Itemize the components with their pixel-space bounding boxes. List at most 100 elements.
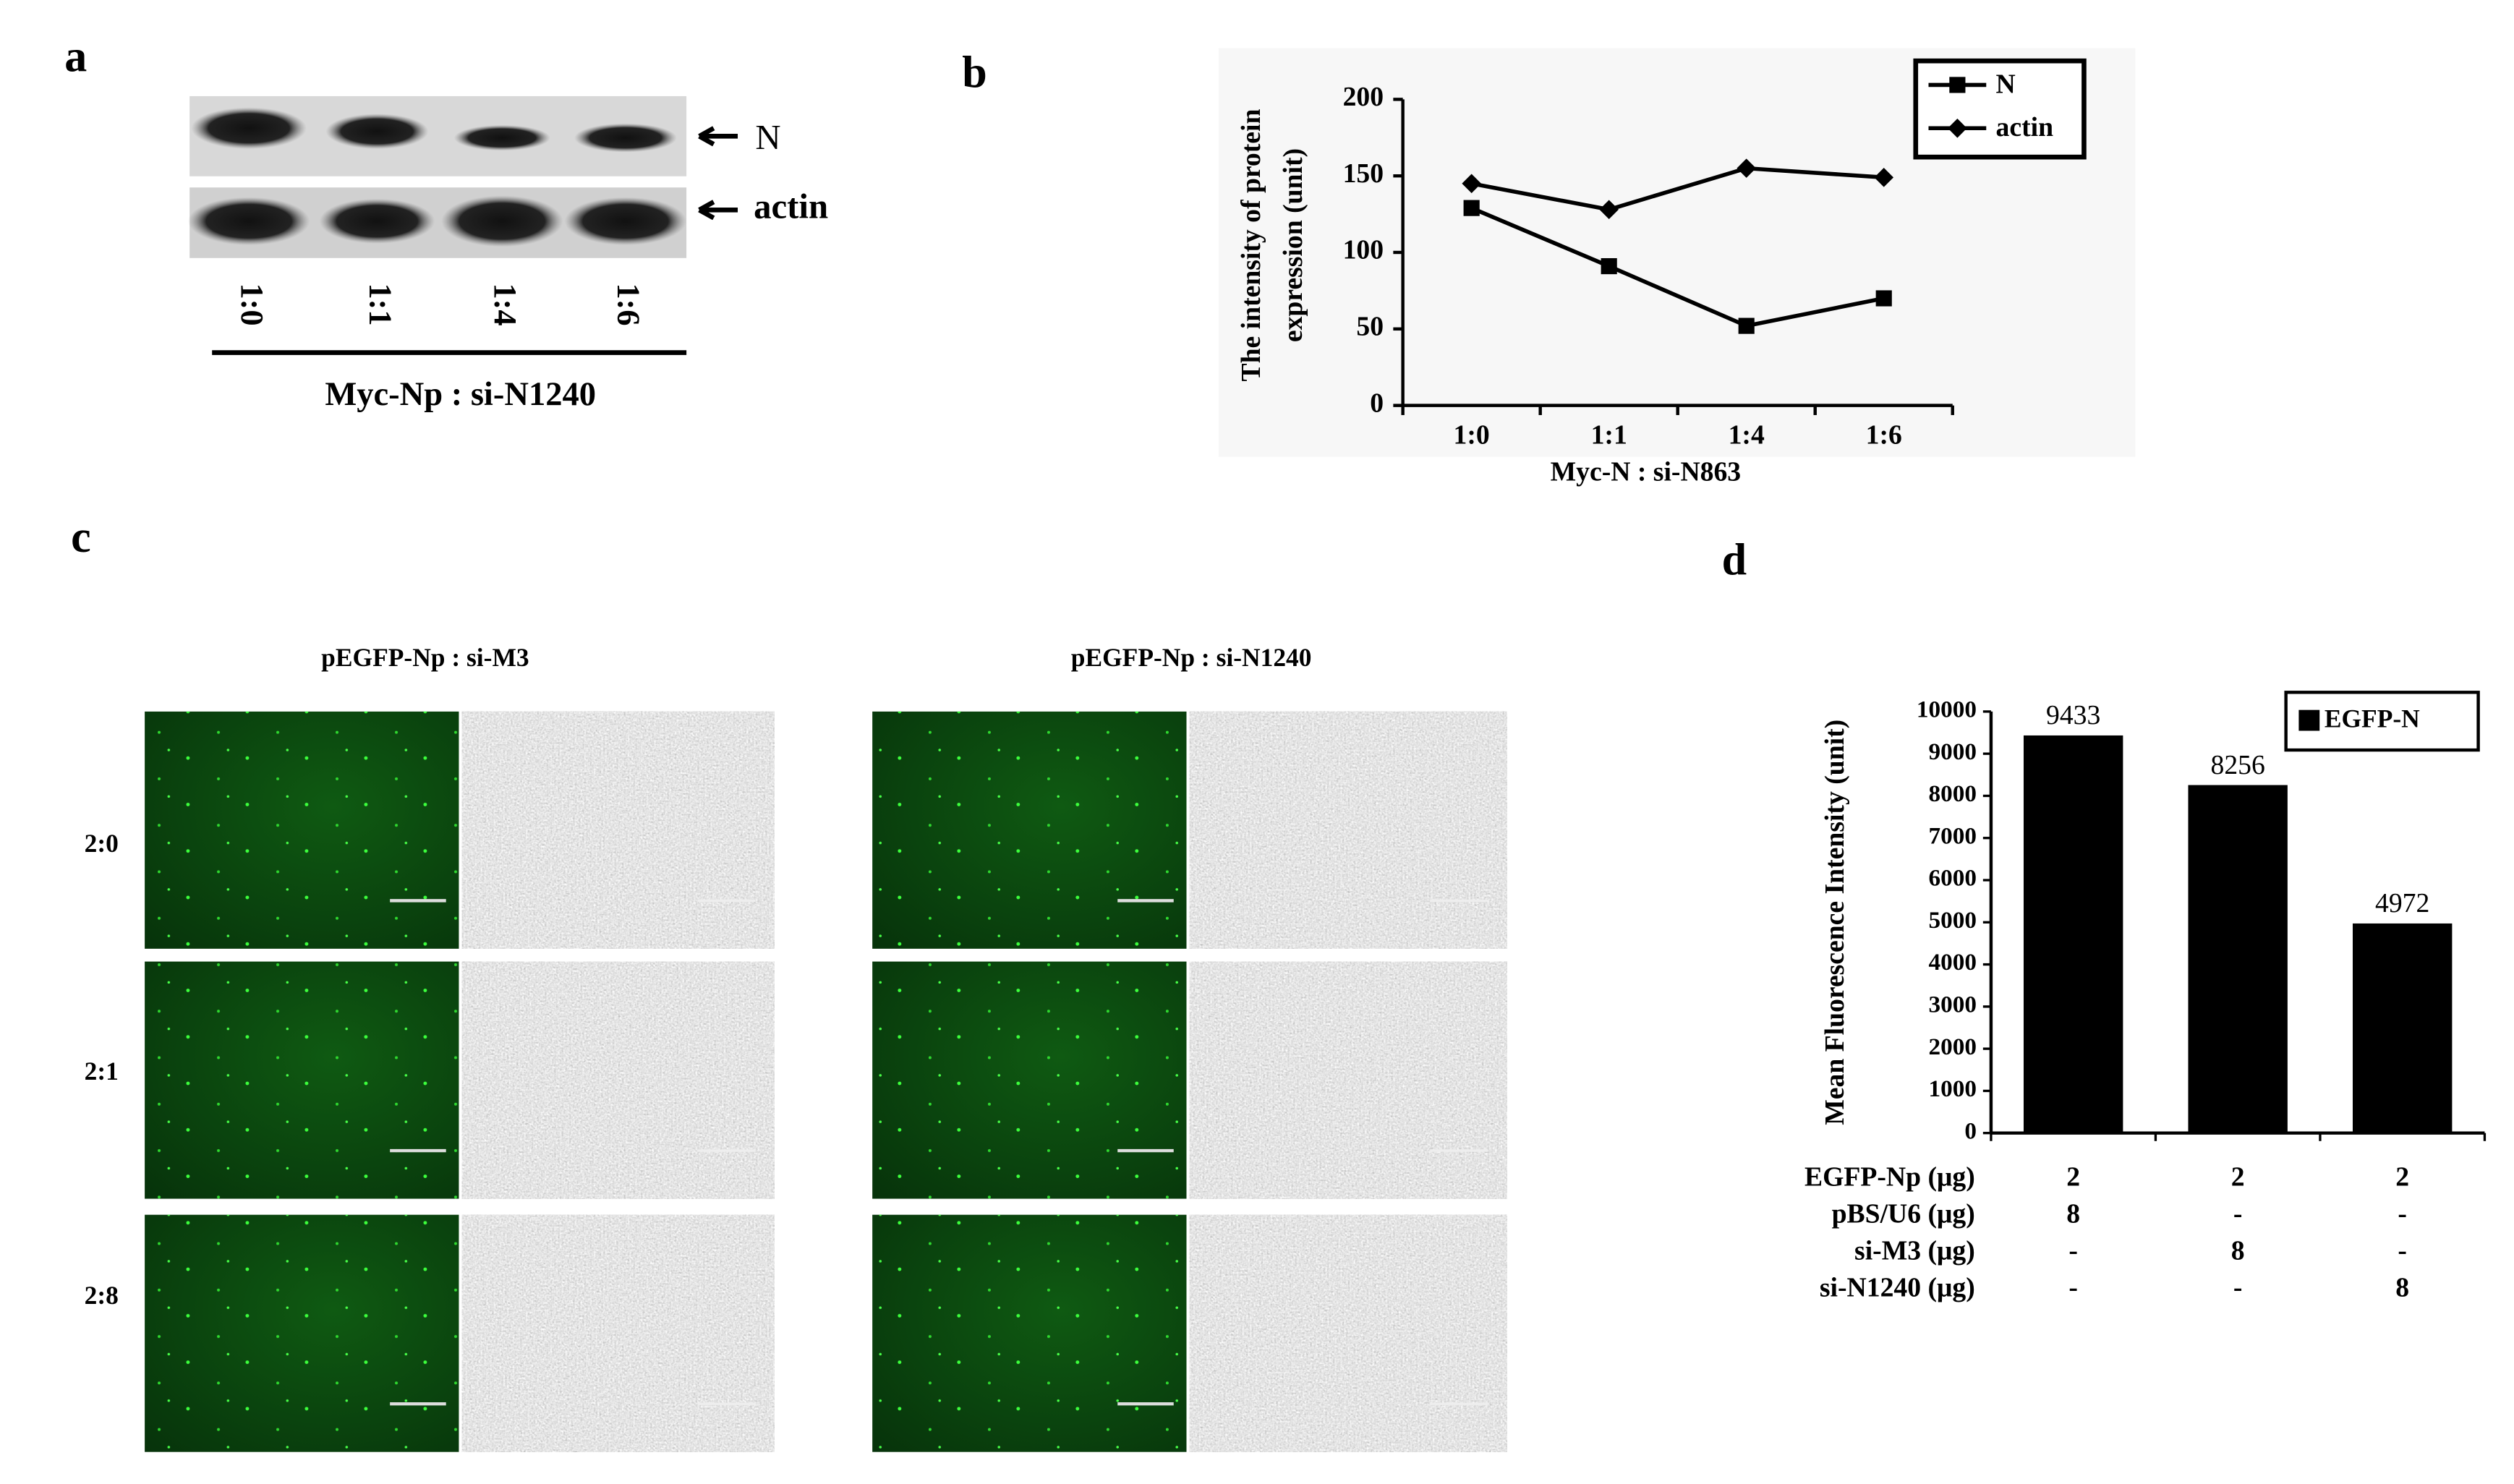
data-label: 8256: [2211, 750, 2265, 780]
brightfield-image: [461, 1214, 775, 1452]
marker: [1599, 200, 1619, 220]
panel-label: b: [962, 48, 987, 98]
table-cell: -: [2233, 1199, 2243, 1229]
lane-label: 1:6: [611, 283, 647, 326]
legend-swatch: [2298, 709, 2320, 731]
y-axis-label: Mean Fluorescence Intensity (unit): [1820, 720, 1850, 1125]
fluorescence-cells: [872, 1214, 1187, 1452]
y-tick-label: 4000: [1929, 949, 1977, 976]
blot-band: [325, 114, 429, 150]
marker: [1601, 257, 1617, 275]
row-label: 2:8: [85, 1281, 119, 1310]
marker: [1463, 200, 1480, 216]
brightfield-image: [1189, 961, 1507, 1199]
y-tick-label: 150: [1343, 158, 1384, 189]
y-tick-label: 2000: [1929, 1033, 1977, 1060]
table-cell: -: [2068, 1273, 2078, 1303]
marker: [1737, 158, 1757, 178]
fluorescence-cells: [145, 1214, 459, 1452]
y-axis-label: The intensity of protein: [1236, 109, 1266, 382]
band-label: actin: [754, 187, 828, 226]
bar: [2023, 735, 2123, 1133]
y-tick-label: 200: [1343, 82, 1384, 112]
row-label: 2:0: [85, 829, 119, 858]
y-tick-label: 6000: [1929, 865, 1977, 892]
blot-band: [319, 198, 435, 244]
legend-label: EGFP-N: [2325, 704, 2420, 733]
table-row-label: si-M3 (μg): [1854, 1236, 1975, 1266]
table-cell: -: [2068, 1236, 2078, 1266]
y-tick-label: 10000: [1917, 696, 1977, 723]
fluorescence-cells: [872, 961, 1187, 1199]
table-cell: 2: [2066, 1162, 2080, 1193]
data-label: 9433: [2046, 700, 2100, 730]
table-cell: 2: [2231, 1162, 2245, 1193]
y-tick-label: 3000: [1929, 991, 1977, 1018]
brightfield-image: [1189, 711, 1507, 949]
y-tick-label: 100: [1343, 235, 1384, 265]
row-label: 2:1: [85, 1057, 119, 1086]
legend-box: [1913, 58, 2087, 160]
legend-label: actin: [1996, 112, 2054, 142]
blot-band: [191, 107, 307, 150]
blot-band: [187, 197, 310, 246]
lane-label: 1:4: [487, 283, 523, 326]
lane-label: 1:0: [234, 283, 270, 326]
marker: [1949, 77, 1966, 93]
brightfield-image: [461, 961, 775, 1199]
x-axis-label: Myc-N : si-N863: [1551, 457, 1742, 487]
y-tick-label: 1000: [1929, 1075, 1977, 1102]
column-title: pEGFP-Np : si-M3: [321, 643, 529, 672]
table-cell: -: [2398, 1199, 2407, 1229]
y-tick-label: 0: [1370, 388, 1384, 418]
marker: [1738, 317, 1755, 334]
table-row-label: si-N1240 (μg): [1820, 1273, 1975, 1303]
x-tick-label: 1:0: [1454, 420, 1490, 451]
blot-band: [564, 197, 687, 246]
x-tick-label: 1:6: [1866, 420, 1902, 451]
y-tick-label: 9000: [1929, 738, 1977, 765]
y-tick-label: 7000: [1929, 822, 1977, 849]
legend-label: N: [1996, 69, 2016, 99]
table-cell: -: [2233, 1273, 2243, 1303]
y-tick-label: 0: [1964, 1117, 1977, 1144]
y-axis-label: expression (unit): [1278, 148, 1308, 342]
blot-band: [441, 195, 563, 247]
brightfield-image: [461, 711, 775, 949]
panel-label: d: [1722, 535, 1747, 584]
bar: [2352, 923, 2453, 1133]
fluorescence-cells: [872, 711, 1187, 949]
brightfield-image: [1189, 1214, 1507, 1452]
line: [1471, 166, 1884, 212]
fluorescence-cells: [145, 711, 459, 949]
table-cell: 8: [2066, 1199, 2080, 1229]
table-row-label: pBS/U6 (μg): [1832, 1199, 1975, 1229]
fluorescence-cells: [145, 961, 459, 1199]
marker: [1462, 174, 1481, 194]
bar: [2188, 785, 2288, 1133]
column-title: pEGFP-Np : si-N1240: [1071, 643, 1312, 672]
data-label: 4972: [2375, 888, 2429, 918]
arrow: [698, 200, 738, 221]
lane-label: 1:1: [362, 283, 398, 326]
table-row-label: EGFP-Np (μg): [1804, 1162, 1975, 1193]
y-tick-label: 50: [1356, 311, 1384, 341]
panel-label: a: [64, 32, 87, 81]
blot-xlabel: Myc-Np : si-N1240: [325, 376, 596, 413]
blot-band: [574, 123, 677, 153]
image-grid: pEGFP-Np : si-M3 pEGFP-Np : si-N1240 2:0…: [85, 643, 1507, 1452]
y-tick-label: 8000: [1929, 780, 1977, 807]
table-cell: 8: [2395, 1273, 2409, 1303]
y-tick-label: 5000: [1929, 907, 1977, 934]
panel-label: c: [71, 513, 91, 562]
x-tick-label: 1:1: [1591, 420, 1627, 451]
table-cell: 2: [2395, 1162, 2409, 1193]
marker: [1874, 168, 1894, 187]
x-tick-label: 1:4: [1729, 420, 1765, 451]
marker: [1875, 290, 1892, 307]
line: [1470, 206, 1885, 328]
band-label: N: [755, 118, 780, 157]
marker: [1948, 118, 1967, 138]
